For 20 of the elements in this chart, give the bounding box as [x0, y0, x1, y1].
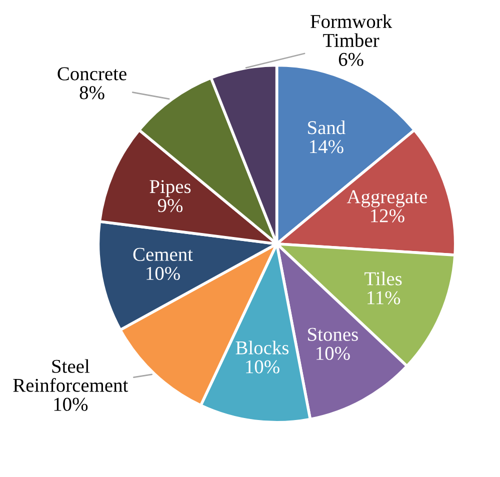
slice-label: Blocks: [236, 340, 289, 354]
slice-label: Steel Reinforcement: [13, 359, 128, 392]
data-label: 12%: [371, 209, 404, 222]
data-label: 10%: [246, 360, 280, 374]
slice-label: Sand: [308, 120, 346, 134]
slice-label: Cement: [133, 248, 193, 261]
slice-label: Tiles: [364, 272, 402, 286]
slice-label: Aggregate: [346, 190, 427, 208]
data-label: 6%: [338, 52, 364, 66]
data-label: 10%: [316, 346, 350, 360]
slice-label: Formwork Timber: [310, 14, 392, 48]
data-label: 11%: [368, 291, 400, 304]
slice-label: Stones: [308, 328, 358, 341]
data-label: 10%: [146, 266, 180, 280]
slice-label: Concrete: [58, 67, 126, 80]
data-label: 14%: [310, 140, 344, 154]
data-label: 10%: [54, 398, 88, 411]
data-label: 9%: [158, 198, 183, 212]
slice-label: Pipes: [150, 180, 191, 198]
data-label: 8%: [80, 86, 104, 100]
